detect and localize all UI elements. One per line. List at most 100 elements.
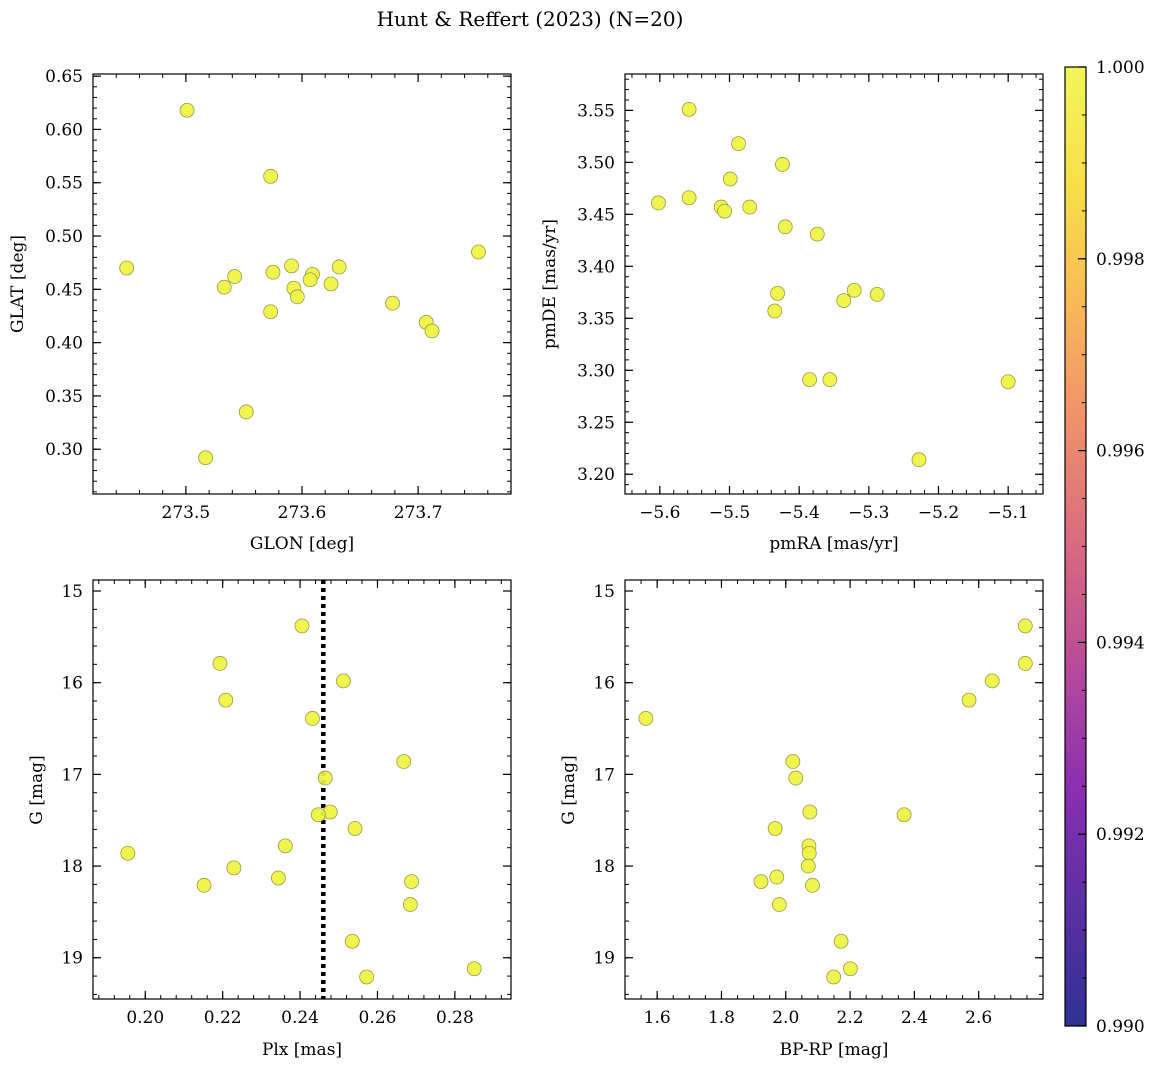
x-tick-label: 0.20 (126, 1008, 164, 1028)
data-point (359, 969, 375, 985)
data-point (218, 692, 234, 708)
colorbar-tick-label: 0.992 (1096, 825, 1145, 845)
data-point (238, 404, 254, 420)
y-tick-label: 16 (61, 674, 83, 694)
y-tick-label: 3.35 (577, 309, 615, 329)
axes-frame (624, 73, 1044, 495)
data-point (331, 259, 347, 275)
data-point (800, 858, 816, 874)
y-tick-label: 15 (61, 582, 83, 602)
data-point (322, 804, 338, 820)
data-point (323, 276, 339, 292)
panel-plx-g: Plx [mas] G [mag] 0.20 0.22 0.24 0.26 0.28 15… (27, 579, 512, 1060)
data-point (869, 286, 885, 302)
data-point (896, 807, 912, 823)
x-tick-label: 0.28 (436, 1008, 474, 1028)
data-point (775, 157, 790, 172)
y-tick-label: 15 (593, 582, 615, 602)
y-tick-label: 19 (61, 949, 83, 969)
y-tick-label: 17 (61, 765, 83, 785)
y-tick-label: 0.50 (45, 227, 83, 247)
data-point (842, 961, 858, 977)
data-point (270, 870, 286, 886)
x-tick-label: 273.6 (278, 503, 327, 523)
data-point (731, 136, 746, 152)
data-point (385, 295, 400, 311)
colorbar-tick-label: 0.994 (1096, 633, 1145, 653)
y-tick-label: 0.65 (45, 67, 83, 87)
y-axis-label: G [mag] (559, 755, 579, 824)
y-tick-label: 3.30 (577, 361, 615, 381)
data-point (284, 258, 299, 274)
data-point (836, 293, 852, 309)
data-point (801, 845, 817, 861)
data-point (119, 260, 135, 276)
x-axis-label: Plx [mas] (262, 1040, 342, 1060)
data-point (1000, 374, 1016, 390)
data-point (984, 673, 1000, 689)
x-tick-label: −5.6 (639, 503, 680, 523)
data-point (826, 969, 842, 985)
data-point (226, 860, 242, 876)
y-tick-label: 17 (593, 765, 615, 785)
data-point (294, 618, 310, 634)
data-point (777, 219, 793, 235)
y-tick-label: 3.25 (577, 413, 615, 433)
x-tick-label: 1.8 (708, 1008, 735, 1028)
colorbar-tick-label: 0.998 (1096, 250, 1145, 270)
data-point (1017, 656, 1033, 671)
y-tick-label: 0.40 (45, 334, 83, 354)
data-point (198, 450, 214, 466)
data-point (402, 897, 418, 912)
data-point (263, 168, 279, 184)
x-tick-label: 1.6 (644, 1008, 671, 1028)
figure-title: Hunt & Reffert (2023) (N=20) (377, 7, 684, 31)
data-point (753, 874, 769, 890)
y-tick-label: 3.55 (577, 101, 615, 121)
x-tick-label: 0.22 (204, 1008, 242, 1028)
x-tick-label: 2.2 (837, 1008, 864, 1028)
x-tick-label: 2.0 (772, 1008, 799, 1028)
y-axis-label: pmDE [mas/yr] (540, 219, 560, 349)
data-point (120, 845, 136, 861)
data-point (344, 933, 360, 949)
y-tick-label: 18 (61, 857, 83, 877)
data-point (227, 269, 243, 284)
y-tick-label: 0.60 (45, 120, 83, 140)
data-point (396, 754, 412, 769)
panel-pmra-pmde: pmRA [mas/yr] pmDE [mas/yr] −5.6 −5.5 −5.4… (540, 73, 1044, 554)
y-tick-label: 16 (593, 674, 615, 694)
data-point (302, 272, 318, 288)
data-point (717, 203, 733, 219)
data-point (911, 452, 927, 468)
data-point (424, 323, 440, 339)
data-point (788, 770, 804, 786)
y-axis-label: G [mag] (27, 755, 47, 824)
x-tick-label: 2.6 (965, 1008, 992, 1028)
data-point (771, 897, 787, 912)
data-point (212, 656, 228, 671)
data-point (336, 673, 351, 689)
x-axis-label: pmRA [mas/yr] (769, 534, 898, 554)
y-tick-label: 3.40 (577, 257, 615, 277)
x-axis-label: BP-RP [mag] (780, 1040, 889, 1060)
x-tick-label: −5.5 (709, 503, 750, 523)
data-point (305, 711, 320, 726)
x-tick-label: −5.3 (848, 503, 889, 523)
data-point (263, 304, 279, 320)
panel-bprp-g: BP-RP [mag] G [mag] 1.6 1.8 2.0 2.2 2.4 2.6 15… (559, 579, 1044, 1060)
data-point (681, 190, 697, 206)
y-tick-label: 3.20 (577, 465, 615, 485)
data-point (347, 821, 363, 836)
data-point (317, 770, 333, 786)
axes-frame (92, 579, 512, 1000)
y-tick-label: 18 (593, 857, 615, 877)
data-point (289, 289, 305, 305)
colorbar-tick-label: 0.990 (1096, 1017, 1145, 1037)
panel-glon-glat: GLON [deg] GLAT [deg] 273.5 273.6 273.7 0.3… (8, 67, 512, 554)
data-point (769, 869, 785, 885)
axes-frame (92, 73, 512, 495)
data-point (767, 821, 783, 836)
data-point (265, 264, 281, 280)
